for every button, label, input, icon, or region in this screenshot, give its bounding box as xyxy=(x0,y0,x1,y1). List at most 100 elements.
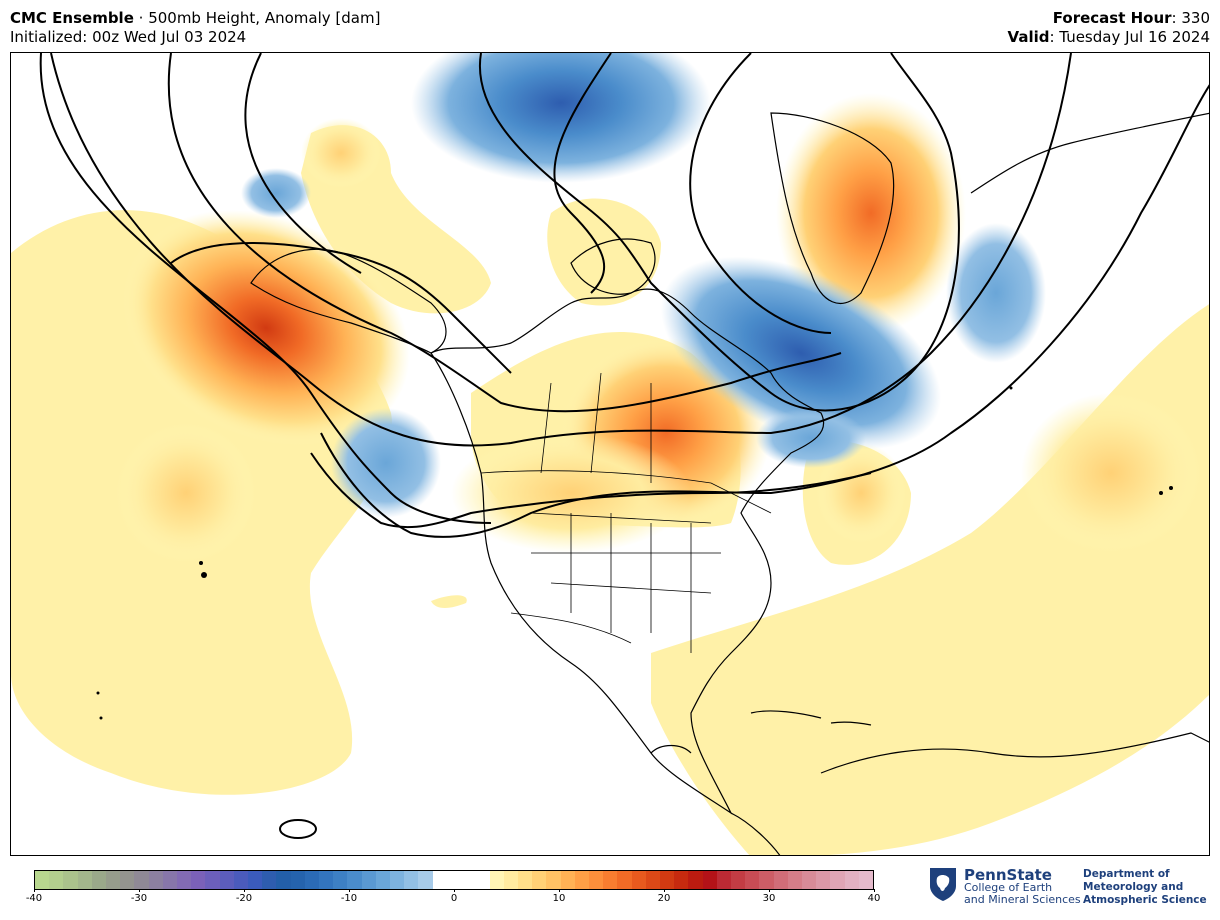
colorbar-tick-mark xyxy=(349,889,350,892)
weak-positive-gulf xyxy=(431,595,467,608)
colorbar-swatch xyxy=(461,871,476,889)
initialized-label: Initialized: 00z Wed Jul 03 2024 xyxy=(10,28,247,46)
department-line-3: Atmospheric Science xyxy=(1083,894,1207,906)
colorbar-swatch xyxy=(106,871,121,889)
forecast-hour: Forecast Hour: 330 xyxy=(1053,9,1210,28)
colorbar-tick-label: -30 xyxy=(130,893,148,904)
height-contour-closed-low xyxy=(279,819,317,839)
pennstate-logo: PennState College of Earth and Mineral S… xyxy=(928,866,1218,910)
height-contour-6 xyxy=(478,53,960,412)
colorbar-swatch xyxy=(702,871,717,889)
colorbar-tick-label: -10 xyxy=(340,893,358,904)
colorbar-swatch xyxy=(546,871,561,889)
college-line-2: and Mineral Sciences xyxy=(964,893,1081,906)
colorbar-tick-label: 30 xyxy=(762,893,776,904)
forecast-hour-value: : 330 xyxy=(1171,9,1210,27)
colorbar-swatch xyxy=(361,871,376,889)
colorbar-swatch xyxy=(35,871,50,889)
colorbar-swatch xyxy=(248,871,263,889)
department-line-2: Meteorology and xyxy=(1083,881,1184,893)
colorbar-swatch xyxy=(120,871,135,889)
colorbar-swatch xyxy=(418,871,433,889)
weak-positive-arctic xyxy=(547,198,661,306)
colorbar-swatch xyxy=(603,871,618,889)
coastlines xyxy=(250,112,1209,855)
negative-anomaly-arctic xyxy=(411,53,711,183)
colorbar-swatch xyxy=(532,871,547,889)
arctic-islands xyxy=(570,238,656,295)
colorbar-swatch xyxy=(844,871,859,889)
colorbar-swatch xyxy=(773,871,788,889)
azores-island xyxy=(1009,386,1013,390)
negative-anomaly-west-coast xyxy=(331,408,441,518)
anomaly-map xyxy=(10,52,1210,856)
anomaly-shading xyxy=(11,53,1209,855)
colorbar-swatch xyxy=(375,871,391,889)
colorbar-tick-label: 40 xyxy=(867,893,881,904)
colorbar-tick-label: 20 xyxy=(657,893,671,904)
caribbean-islands xyxy=(750,710,872,726)
atlantic-island xyxy=(1159,491,1163,495)
height-contour-2 xyxy=(167,53,842,413)
colorbar-swatch xyxy=(745,871,760,889)
colorbar-swatch xyxy=(716,871,731,889)
colorbar-swatch xyxy=(49,871,64,889)
colorbar xyxy=(34,870,874,890)
colorbar-swatch xyxy=(574,871,589,889)
colorbar-tick-mark xyxy=(454,889,455,892)
model-name: CMC Ensemble xyxy=(10,9,134,27)
colorbar-swatch xyxy=(617,871,632,889)
positive-anomaly-atlantic-east xyxy=(1021,393,1201,553)
colorbar-tick-label: 10 xyxy=(552,893,566,904)
colorbar-swatch xyxy=(674,871,689,889)
colorbar-swatch xyxy=(475,871,490,889)
colorbar-swatch xyxy=(503,871,518,889)
colorbar-swatch xyxy=(517,871,533,889)
colorbar-swatch xyxy=(816,871,831,889)
forecast-hour-label: Forecast Hour xyxy=(1052,9,1172,27)
colorbar-swatch xyxy=(162,871,178,889)
colorbar-tick-label: -40 xyxy=(25,893,43,904)
height-contour-1 xyxy=(50,53,1072,447)
colorbar-swatch xyxy=(446,871,462,889)
pennstate-name: PennState xyxy=(964,866,1052,884)
islands xyxy=(96,386,1173,720)
height-contour-4 xyxy=(170,242,512,374)
colorbar-swatch xyxy=(233,871,249,889)
colorbar-swatch xyxy=(588,871,604,889)
pacific-island xyxy=(96,691,100,695)
colorbar-tick-mark xyxy=(244,889,245,892)
colorbar-swatch xyxy=(219,871,234,889)
map-canvas xyxy=(11,53,1209,855)
central-america xyxy=(650,744,781,855)
colorbar-swatch xyxy=(290,871,305,889)
positive-anomaly-gulf-of-alaska xyxy=(122,209,410,447)
us-mexico-border xyxy=(510,612,632,644)
colorbar-swatch xyxy=(319,871,334,889)
colorbar-swatch xyxy=(787,871,802,889)
colorbar-swatch xyxy=(148,871,163,889)
colorbar-swatch xyxy=(688,871,703,889)
height-contour-7 xyxy=(689,53,832,334)
canada-provinces xyxy=(540,372,652,483)
positive-anomaly-alaska-coast xyxy=(301,118,381,188)
colorbar-swatch xyxy=(858,871,873,889)
colorbar-swatch xyxy=(560,871,575,889)
colorbar-swatch xyxy=(830,871,845,889)
colorbar-swatch xyxy=(432,871,447,889)
colorbar-tick-mark xyxy=(34,889,35,892)
colorbar-swatch xyxy=(63,871,78,889)
political-boundaries xyxy=(480,372,772,653)
colorbar-swatch xyxy=(276,871,291,889)
title-separator: · xyxy=(133,9,149,27)
colorbar-swatch xyxy=(91,871,107,889)
negative-anomaly-newfoundland xyxy=(756,408,866,468)
colorbar-swatch xyxy=(631,871,646,889)
colorbar-swatch xyxy=(205,871,220,889)
colorbar-swatch xyxy=(759,871,774,889)
height-contour-5 xyxy=(244,53,612,294)
height-contour-3 xyxy=(39,53,492,524)
colorbar-swatch xyxy=(262,871,277,889)
us-states xyxy=(530,512,721,653)
greenland-coast xyxy=(770,112,895,304)
